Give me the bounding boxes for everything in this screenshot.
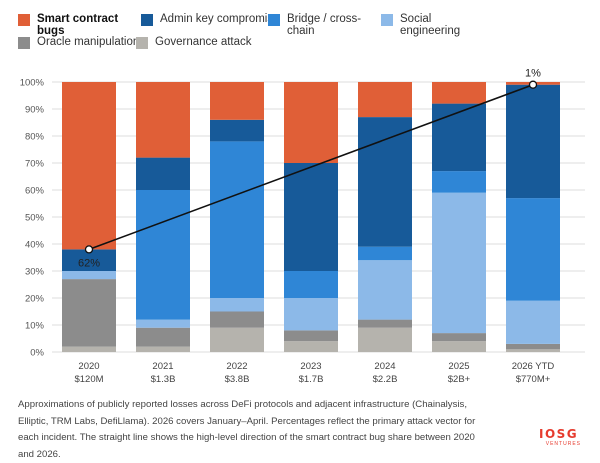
bar-admin-key-compromise-2020 [62, 249, 116, 271]
y-tick-label: 90% [25, 105, 45, 116]
legend: Smart contract bugs Admin key compromise… [0, 0, 600, 60]
bar-social-engineering-2026-ytd [506, 300, 560, 344]
bar-admin-key-compromise-2024 [358, 117, 412, 247]
bar-smart-contract-bugs-2020 [62, 82, 116, 250]
x-tick-sublabel: $2B+ [448, 374, 471, 385]
stacked-bar-chart: 0% 10% 20% 30% 40% 50% 60% 70% 80% 90% 100% 2020 $1… [20, 68, 585, 385]
bar-social-engineering-2023 [284, 298, 338, 331]
y-axis-ticks: 0% 10% 20% 30% 40% 50% 60% 70% 80% 90% 100% [20, 78, 45, 359]
trend-line-group: 62% 1% [78, 68, 541, 270]
x-tick-sublabel: $2.2B [373, 374, 398, 385]
bar-smart-contract-bugs-2023 [284, 82, 338, 163]
trend-end-marker [528, 80, 538, 89]
brand-logo: IOSG VENTURES [539, 428, 587, 450]
y-tick-label: 0% [30, 348, 44, 359]
bar-oracle-manipulation-2023 [284, 330, 338, 342]
x-tick-sublabel: $1.7B [299, 374, 324, 385]
bar-social-engineering-2022 [210, 298, 264, 312]
bar-social-engineering-2024 [358, 260, 412, 320]
x-tick-label: 2021 [152, 361, 173, 372]
x-tick-label: 2020 [78, 361, 99, 372]
x-tick-label: 2026 YTD [512, 361, 555, 372]
bar-governance-attack-2023 [284, 341, 338, 352]
trend-line [88, 83, 534, 251]
bar-governance-attack-2021 [136, 346, 190, 352]
logo-text: IOSG [539, 427, 579, 441]
bar-bridge-cross-chain-2026-ytd [506, 198, 560, 301]
bar-oracle-manipulation-2026-ytd [506, 343, 560, 350]
bar-governance-attack-2020 [62, 346, 116, 352]
bars [62, 82, 560, 352]
legend-label-oracle-manipulation: Oracle manipulation [37, 36, 140, 48]
x-tick-sublabel: $3.8B [225, 374, 250, 385]
x-axis-ticks: 2020 $120M 2021 $1.3B 2022 $3.8B 2023 $1.7B 2024… [74, 361, 554, 385]
x-tick-sublabel: $770M+ [516, 374, 551, 385]
y-tick-label: 20% [25, 294, 45, 305]
bar-governance-attack-2025 [432, 341, 486, 352]
chart-caption: Approximations of publicly reported loss… [18, 399, 476, 460]
legend-item-bridge-cross-chain: Bridge / cross-chain [268, 13, 373, 37]
x-tick-sublabel: $1.3B [151, 374, 176, 385]
bar-oracle-manipulation-2022 [210, 311, 264, 328]
legend-label-governance-attack: Governance attack [155, 36, 252, 48]
legend-swatch-governance-attack [136, 37, 148, 49]
y-tick-label: 80% [25, 132, 45, 143]
bar-admin-key-compromise-2025 [432, 103, 486, 172]
bar-admin-key-compromise-2021 [136, 157, 190, 190]
y-tick-label: 100% [20, 78, 45, 89]
bar-social-engineering-2020 [62, 271, 116, 280]
y-tick-label: 10% [25, 321, 45, 332]
bar-social-engineering-2025 [432, 192, 486, 334]
bar-admin-key-compromise-2023 [284, 163, 338, 271]
y-tick-label: 70% [25, 159, 45, 170]
bar-governance-attack-2022 [210, 327, 264, 352]
x-tick-label: 2023 [300, 361, 321, 372]
y-tick-label: 30% [25, 267, 45, 278]
y-tick-label: 50% [25, 213, 45, 224]
logo-subtext: VENTURES [545, 441, 581, 447]
legend-label-admin-key-compromise: Admin key compromise [160, 13, 280, 25]
bar-smart-contract-bugs-2022 [210, 82, 264, 120]
legend-swatch-oracle-manipulation [18, 37, 30, 49]
bar-smart-contract-bugs-2021 [136, 82, 190, 158]
bar-oracle-manipulation-2020 [62, 279, 116, 347]
bar-bridge-cross-chain-2024 [358, 246, 412, 261]
bar-oracle-manipulation-2021 [136, 327, 190, 347]
bar-smart-contract-bugs-2024 [358, 82, 412, 118]
legend-label-smart-contract-bugs: Smart contract bugs [37, 13, 119, 37]
trend-start-marker [84, 245, 94, 254]
bar-bridge-cross-chain-2022 [210, 141, 264, 298]
x-tick-sublabel: $120M [74, 374, 103, 385]
legend-label-social-engineering: Social engineering [400, 13, 461, 37]
bar-governance-attack-2024 [358, 327, 412, 352]
legend-swatch-bridge-cross-chain [268, 14, 280, 26]
bar-smart-contract-bugs-2025 [432, 82, 486, 104]
y-tick-label: 40% [25, 240, 45, 251]
legend-item-admin-key-compromise: Admin key compromise [141, 13, 281, 26]
legend-item-social-engineering: Social engineering [381, 13, 466, 37]
legend-item-oracle-manipulation: Oracle manipulation [18, 36, 143, 49]
legend-swatch-admin-key-compromise [141, 14, 153, 26]
bar-oracle-manipulation-2024 [358, 319, 412, 328]
legend-label-bridge-cross-chain: Bridge / cross-chain [287, 13, 362, 37]
y-tick-label: 60% [25, 186, 45, 197]
bar-social-engineering-2021 [136, 319, 190, 328]
legend-swatch-social-engineering [381, 14, 393, 26]
trend-start-label: 62% [78, 257, 100, 269]
legend-swatch-smart-contract-bugs [18, 14, 30, 26]
bar-oracle-manipulation-2025 [432, 333, 486, 342]
legend-item-smart-contract-bugs: Smart contract bugs [18, 13, 138, 37]
bar-bridge-cross-chain-2023 [284, 271, 338, 298]
bar-bridge-cross-chain-2021 [136, 190, 190, 320]
x-tick-label: 2024 [374, 361, 395, 372]
x-tick-label: 2025 [448, 361, 469, 372]
bar-admin-key-compromise-2026-ytd [506, 84, 560, 199]
bar-bridge-cross-chain-2025 [432, 171, 486, 193]
bar-admin-key-compromise-2022 [210, 119, 264, 142]
bar-governance-attack-2026-ytd [506, 349, 560, 352]
legend-item-governance-attack: Governance attack [136, 36, 266, 49]
trend-end-label: 1% [525, 68, 541, 80]
x-tick-label: 2022 [226, 361, 247, 372]
